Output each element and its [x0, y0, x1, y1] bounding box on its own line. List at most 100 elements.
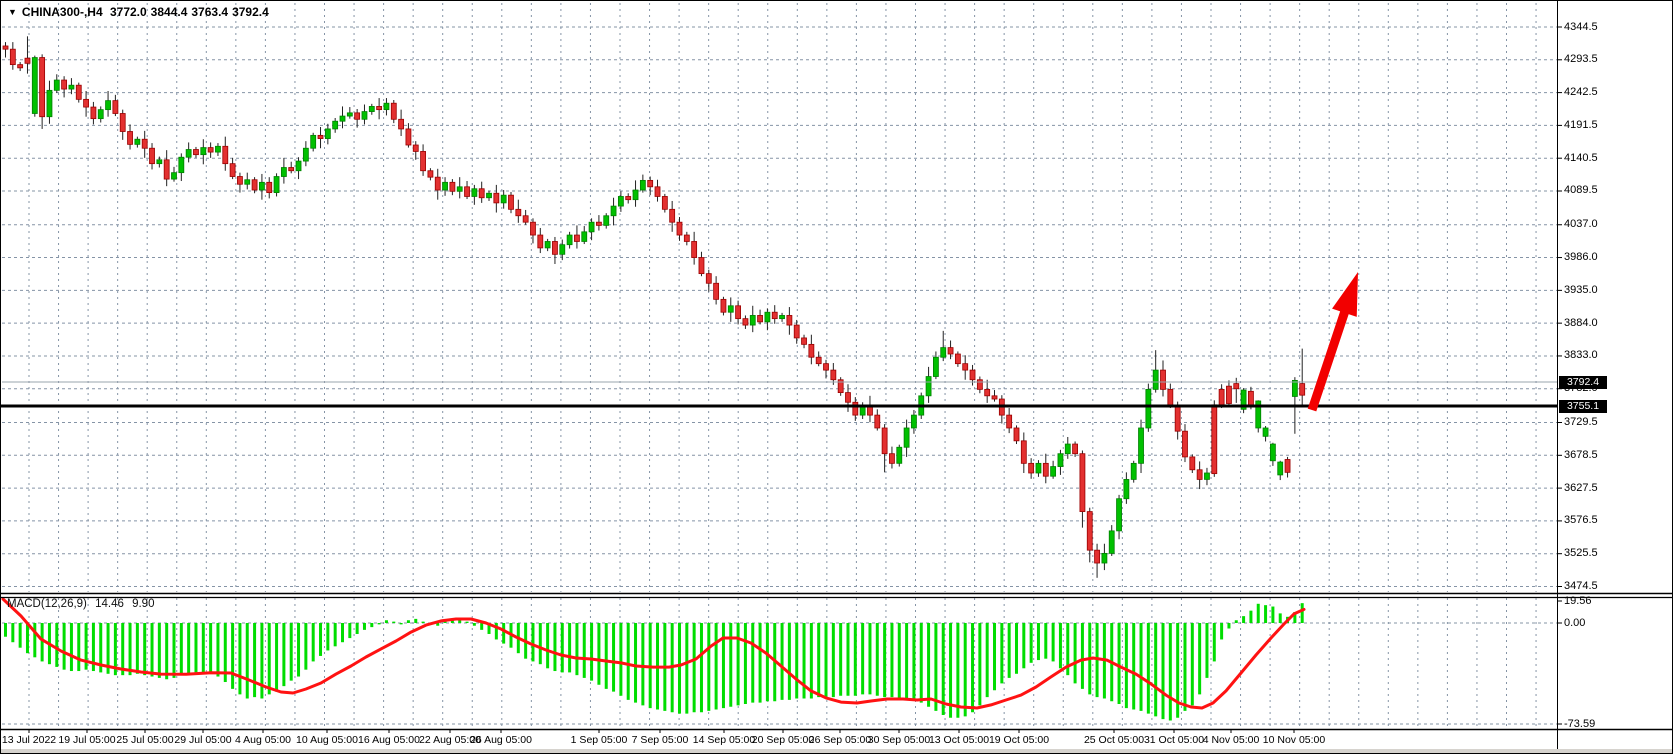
time-axis-label: 25 Jul 05:00	[116, 734, 174, 746]
time-axis-label: 13 Oct 05:00	[928, 734, 990, 746]
symbol-dropdown-icon[interactable]: ▼	[8, 7, 17, 17]
candle-body	[962, 363, 969, 371]
candle-body	[310, 134, 317, 149]
arrow-head	[1332, 272, 1358, 317]
candle-body	[544, 241, 551, 249]
time-axis-label: 4 Aug 05:00	[234, 734, 292, 746]
candle-body	[515, 208, 522, 217]
candle-body	[324, 128, 331, 139]
candle-body	[156, 159, 163, 165]
candle-body	[193, 149, 199, 156]
time-axis-label: 19 Jul 05:00	[58, 734, 116, 746]
candle-body	[127, 131, 133, 145]
price-axis-label: 3729.5	[1564, 416, 1598, 428]
candle-body	[1057, 453, 1064, 467]
candle-body	[764, 311, 771, 323]
price-axis-label: 4293.5	[1564, 53, 1598, 66]
time-axis-label: 22 Aug 05:00	[419, 734, 481, 746]
candle-body	[530, 221, 536, 236]
price-axis-label: 3884.0	[1564, 316, 1598, 329]
candle-body	[332, 120, 339, 130]
macd-name: MACD(12,26,9)	[7, 598, 87, 610]
candle-body	[588, 221, 595, 233]
candle-body	[464, 186, 470, 197]
candle-body	[559, 244, 566, 255]
price-axis-label: 4344.5	[1564, 20, 1598, 33]
candle-body	[1262, 427, 1269, 437]
candle-body	[969, 369, 976, 381]
candle-body	[427, 170, 434, 178]
candle-body	[647, 179, 654, 188]
candle-body	[1138, 427, 1144, 464]
macd-signal-value: 9.90	[132, 598, 155, 610]
price-axis-label: 3474.5	[1564, 579, 1598, 592]
candle-body	[273, 176, 280, 193]
candle-body	[508, 194, 514, 210]
time-axis-label: 14 Sep 05:00	[692, 734, 756, 746]
candle-body	[75, 84, 82, 100]
candle-body	[31, 57, 38, 114]
time-axis-label: 19 Oct 05:00	[988, 734, 1050, 746]
candle-body	[237, 176, 243, 185]
candle-body	[771, 311, 778, 320]
candle-body	[1006, 414, 1013, 429]
candle-body	[1020, 440, 1027, 464]
candle-body	[705, 273, 712, 284]
candle-body	[1196, 469, 1203, 480]
candle-body	[933, 356, 939, 377]
candle-body	[1240, 389, 1247, 410]
candle-body	[1226, 385, 1232, 404]
candle-body	[1233, 383, 1240, 390]
current-price-badge: 3792.4	[1559, 375, 1607, 389]
candle-body	[874, 414, 881, 429]
candle-body	[178, 156, 185, 174]
candle-body	[911, 414, 917, 429]
candle-body	[669, 208, 676, 223]
candle-body	[845, 392, 851, 403]
candle-body	[383, 102, 390, 111]
candle-body	[654, 186, 661, 197]
candle-body	[1050, 466, 1057, 477]
price-lines	[1, 381, 1557, 408]
time-axis-label: 13 Jul 2022	[1, 734, 57, 746]
macd-axis-label: -73.59	[1564, 717, 1596, 730]
candle-body	[713, 282, 720, 300]
candle-body	[434, 176, 441, 191]
candle-body	[552, 241, 558, 255]
candle-body	[976, 379, 983, 390]
candle-body	[801, 337, 807, 345]
candle-body	[229, 163, 236, 177]
candle-body	[632, 189, 639, 201]
candle-body	[39, 57, 46, 118]
candle-body	[823, 363, 829, 371]
candle-body	[566, 234, 573, 246]
candle-body	[691, 241, 698, 258]
time-axis-label: 26 Sep 05:00	[808, 734, 872, 746]
candle-body	[1035, 462, 1042, 474]
candle-body	[1086, 511, 1093, 551]
candle-body	[786, 315, 793, 326]
candle-body	[420, 151, 426, 172]
candle-body	[522, 215, 529, 223]
candle-body	[90, 106, 97, 120]
price-axis-label: 3576.5	[1564, 514, 1598, 527]
candle-body	[815, 356, 822, 365]
candle-body	[625, 196, 632, 201]
price-axis-label: 4089.5	[1564, 184, 1598, 197]
candle-body	[1145, 388, 1152, 429]
candle-body	[610, 205, 617, 217]
up-arrow-annotation[interactable]	[1307, 272, 1358, 412]
candle-body	[97, 109, 104, 120]
candle-body	[537, 234, 544, 249]
symbol-header: ▼ CHINA300-,H4 3772.0 3844.4 3763.4 3792.4	[8, 5, 273, 19]
candle-body	[398, 118, 405, 130]
candle-body	[984, 388, 991, 397]
candle-body	[757, 315, 763, 323]
price-axis-label: 3833.0	[1564, 349, 1598, 362]
candle-body	[449, 181, 456, 192]
candle-body	[603, 215, 610, 226]
candle-body	[251, 179, 258, 191]
candle-body	[1108, 530, 1115, 554]
